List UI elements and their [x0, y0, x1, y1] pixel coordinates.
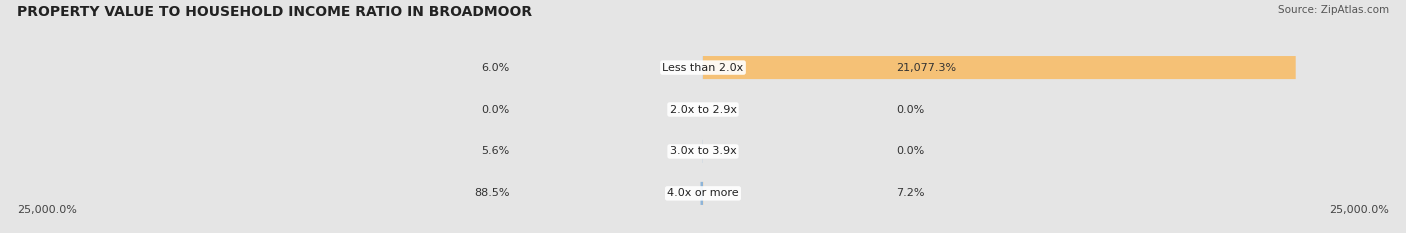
Text: Source: ZipAtlas.com: Source: ZipAtlas.com: [1278, 5, 1389, 15]
Text: 88.5%: 88.5%: [474, 188, 509, 198]
Text: Less than 2.0x: Less than 2.0x: [662, 63, 744, 72]
Text: 3.0x to 3.9x: 3.0x to 3.9x: [669, 147, 737, 156]
Text: 0.0%: 0.0%: [897, 105, 925, 114]
Text: 25,000.0%: 25,000.0%: [17, 205, 77, 215]
FancyBboxPatch shape: [703, 56, 1296, 79]
Text: 4.0x or more: 4.0x or more: [668, 188, 738, 198]
Text: PROPERTY VALUE TO HOUSEHOLD INCOME RATIO IN BROADMOOR: PROPERTY VALUE TO HOUSEHOLD INCOME RATIO…: [17, 5, 531, 19]
FancyBboxPatch shape: [700, 182, 703, 205]
Text: 6.0%: 6.0%: [481, 63, 509, 72]
Text: 21,077.3%: 21,077.3%: [897, 63, 956, 72]
Text: 2.0x to 2.9x: 2.0x to 2.9x: [669, 105, 737, 114]
Text: 25,000.0%: 25,000.0%: [1329, 205, 1389, 215]
Text: 0.0%: 0.0%: [897, 147, 925, 156]
Text: 0.0%: 0.0%: [481, 105, 509, 114]
Text: 5.6%: 5.6%: [481, 147, 509, 156]
Text: 7.2%: 7.2%: [897, 188, 925, 198]
